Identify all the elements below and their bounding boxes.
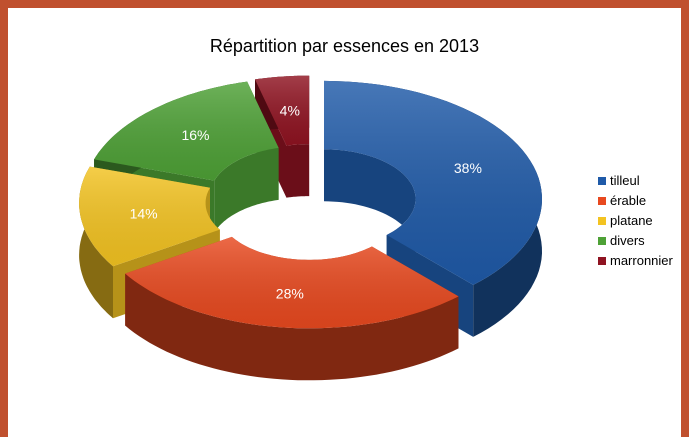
slice-top-shade [125, 236, 459, 329]
chart-title: Répartition par essences en 2013 [209, 36, 480, 56]
slice-top-shade [79, 166, 220, 267]
slice-outer-wall [125, 273, 459, 381]
data-label-marronnier: 4% [280, 103, 300, 119]
data-label-divers: 16% [181, 127, 209, 143]
legend-item-platane: platane [598, 211, 673, 231]
legend-swatch [598, 237, 606, 245]
data-label-érable: 28% [276, 286, 304, 302]
slice-inner-wall [214, 147, 279, 233]
legend-label: érable [610, 193, 647, 208]
legend-item-divers: divers [598, 231, 673, 251]
slice-inner-wall [286, 144, 310, 198]
legend-swatch [598, 217, 606, 225]
chart-frame: Répartition par essences en 2013 4% 16% 38… [8, 8, 681, 437]
legend-item-marronnier: marronnier [598, 251, 673, 271]
legend-swatch [598, 197, 606, 205]
legend-label: divers [610, 233, 645, 248]
pie-slice-érable [125, 236, 459, 381]
pie-slice-tilleul [324, 80, 542, 337]
slice-top-shade [255, 75, 310, 146]
legend-item-tilleul: tilleul [598, 171, 673, 191]
legend-swatch [598, 177, 606, 185]
data-label-platane: 14% [130, 206, 158, 222]
legend-label: platane [610, 213, 653, 228]
legend-swatch [598, 257, 606, 265]
legend-label: tilleul [610, 173, 640, 188]
data-label-tilleul: 38% [454, 160, 482, 176]
legend: tilleul érable platane divers marronnier [598, 171, 673, 271]
legend-item-erable: érable [598, 191, 673, 211]
slice-top-shade [324, 80, 542, 285]
doughnut-chart: 4% 16% 38% 14% 28% [79, 75, 542, 381]
legend-label: marronnier [610, 253, 673, 268]
slice-top-shade [94, 81, 279, 181]
slice-inner-wall [324, 149, 416, 287]
